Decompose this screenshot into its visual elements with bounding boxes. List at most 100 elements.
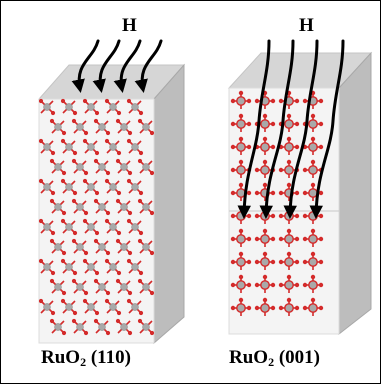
o-atom <box>270 121 276 127</box>
ru-atom <box>120 163 128 171</box>
o-atom <box>93 118 99 124</box>
o-atom <box>238 228 244 234</box>
ru-atom <box>109 223 117 231</box>
o-atom <box>104 138 110 144</box>
o-atom <box>126 138 132 144</box>
o-atom <box>116 270 122 276</box>
ru-atom <box>76 243 84 251</box>
o-atom <box>115 318 121 324</box>
o-atom <box>82 298 88 304</box>
o-atom <box>270 236 276 242</box>
right-h-label: H <box>299 15 314 36</box>
o-atom <box>318 98 324 104</box>
ru-atom <box>142 243 150 251</box>
o-atom <box>318 190 324 196</box>
ru-atom <box>260 257 270 267</box>
ru-atom <box>76 203 84 211</box>
o-atom <box>246 282 252 288</box>
o-atom <box>246 190 252 196</box>
o-atom <box>49 278 55 284</box>
o-atom <box>318 236 324 242</box>
o-atom <box>104 298 110 304</box>
left-caption-plane: (110) <box>86 347 131 368</box>
o-atom <box>138 190 144 196</box>
o-atom <box>294 236 300 242</box>
ru-atom <box>260 165 270 175</box>
o-atom <box>83 130 89 136</box>
o-atom <box>302 213 308 219</box>
o-atom <box>137 198 143 204</box>
ru-atom <box>142 123 150 131</box>
ru-atom <box>284 119 294 129</box>
o-atom <box>286 159 292 165</box>
o-atom <box>230 190 236 196</box>
o-atom <box>93 198 99 204</box>
o-atom <box>294 305 300 311</box>
ru-atom <box>284 303 294 313</box>
o-atom <box>82 258 88 264</box>
o-atom <box>127 330 133 336</box>
left-h-label: H <box>122 15 137 36</box>
o-atom <box>230 259 236 265</box>
o-atom <box>270 144 276 150</box>
o-atom <box>50 150 56 156</box>
ru-atom <box>65 263 73 271</box>
o-atom <box>126 298 132 304</box>
o-atom <box>115 198 121 204</box>
o-atom <box>254 282 260 288</box>
o-atom <box>127 130 133 136</box>
o-atom <box>83 210 89 216</box>
ru-atom <box>260 142 270 152</box>
o-atom <box>310 251 316 257</box>
ru-atom <box>236 142 246 152</box>
o-atom <box>294 98 300 104</box>
left-h-arrows <box>71 39 163 93</box>
o-atom <box>104 218 110 224</box>
ru-atom <box>76 323 84 331</box>
left-lattice <box>38 98 155 336</box>
o-atom <box>72 270 78 276</box>
ru-atom <box>98 163 106 171</box>
right-slab-side-face <box>338 51 372 336</box>
o-atom <box>310 297 316 303</box>
o-atom <box>286 113 292 119</box>
ru-atom <box>236 119 246 129</box>
right-arrow-2 <box>259 39 295 220</box>
o-atom <box>246 259 252 265</box>
o-atom <box>94 270 100 276</box>
ru-atom <box>260 280 270 290</box>
o-atom <box>278 98 284 104</box>
o-atom <box>138 230 144 236</box>
left-arrow-3 <box>113 39 142 93</box>
o-atom <box>137 318 143 324</box>
o-atom <box>238 136 244 142</box>
o-atom <box>294 144 300 150</box>
ru-atom <box>54 283 62 291</box>
o-atom <box>126 98 132 104</box>
o-atom <box>83 290 89 296</box>
ru-atom <box>87 183 95 191</box>
ru-atom <box>98 123 106 131</box>
o-atom <box>238 274 244 280</box>
o-atom <box>149 290 155 296</box>
o-atom <box>71 198 77 204</box>
o-atom <box>318 259 324 265</box>
o-atom <box>137 278 143 284</box>
ru-atom <box>76 123 84 131</box>
o-atom <box>302 98 308 104</box>
o-atom <box>61 330 67 336</box>
o-atom <box>238 297 244 303</box>
ru-atom <box>260 303 270 313</box>
o-atom <box>278 259 284 265</box>
right-arrow-3 <box>283 39 319 220</box>
ru-atom <box>142 323 150 331</box>
o-atom <box>138 310 144 316</box>
ru-atom <box>109 143 117 151</box>
o-atom <box>278 282 284 288</box>
o-atom <box>83 250 89 256</box>
ru-atom <box>43 303 51 311</box>
ru-atom <box>87 143 95 151</box>
ru-atom <box>308 257 318 267</box>
o-atom <box>262 182 268 188</box>
